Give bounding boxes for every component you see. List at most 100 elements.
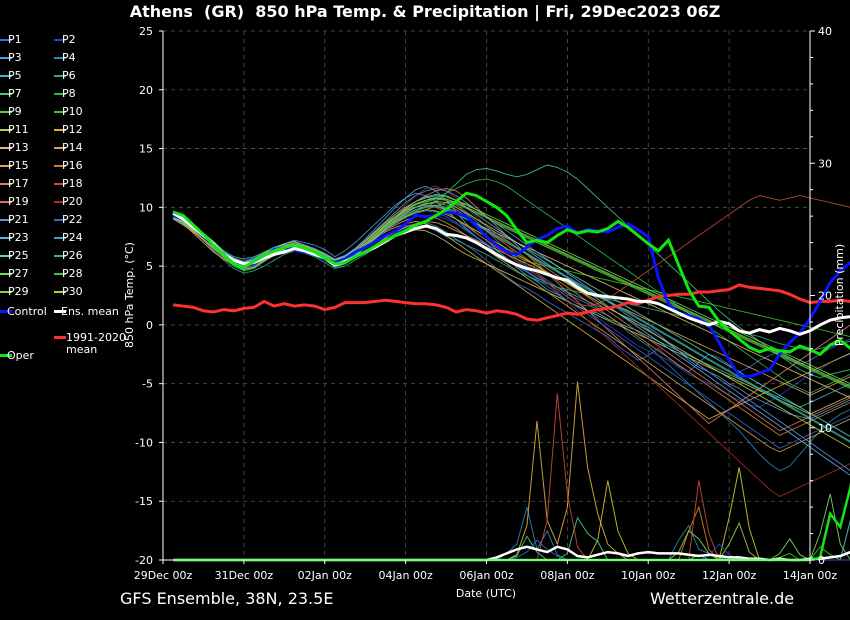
y-tick-label: 0 — [146, 319, 153, 332]
legend-swatch — [0, 75, 12, 77]
y2-tick-label: 40 — [818, 25, 832, 38]
axes: 25 20 15 10 5 0 -5 -10 -15 -20 40 30 20 10 0 29Dec 00z 3… — [134, 25, 838, 582]
member-line-p9 — [172, 201, 850, 389]
legend-label: P10 — [62, 105, 83, 118]
legend-swatch — [0, 111, 12, 113]
ensemble-mean-line — [172, 211, 850, 336]
legend-swatch — [54, 111, 66, 113]
legend-swatch — [0, 291, 12, 293]
legend-label: P21 — [8, 213, 29, 226]
legend-label: P6 — [62, 69, 76, 82]
x-axis-label: Date (UTC) — [456, 587, 516, 600]
member-series — [172, 164, 850, 498]
legend-label: P15 — [8, 159, 29, 172]
legend-swatch — [54, 129, 66, 131]
member-line-p5 — [172, 185, 850, 408]
legend-label: P14 — [62, 141, 83, 154]
legend-swatch — [0, 237, 12, 239]
legend-label: P26 — [62, 249, 83, 262]
member-line-p25 — [172, 201, 850, 437]
y2-axis-label: Precipitation (mm) — [833, 244, 846, 346]
legend-swatch — [0, 310, 12, 313]
x-tick-label: 02Jan 00z — [298, 569, 352, 582]
precip-line-p30 — [173, 467, 850, 561]
legend-swatch — [0, 93, 12, 95]
legend-label: P24 — [62, 231, 83, 244]
grid — [162, 30, 811, 561]
legend-swatch — [54, 201, 66, 203]
legend-label: P5 — [8, 69, 22, 82]
y-tick-label: 10 — [139, 201, 153, 214]
legend-label: P29 — [8, 285, 29, 298]
legend-label: Ens. mean — [61, 305, 119, 318]
legend-label: P19 — [8, 195, 29, 208]
legend-label: P30 — [62, 285, 83, 298]
legend-label: P12 — [62, 123, 83, 136]
footer-site-credit: Wetterzentrale.de — [650, 589, 795, 608]
y-tick-label: 5 — [146, 260, 153, 273]
precipitation-series — [173, 381, 850, 562]
footer-model-info: GFS Ensemble, 38N, 23.5E — [120, 589, 334, 608]
legend-label: P18 — [62, 177, 83, 190]
legend-swatch — [0, 57, 12, 59]
legend-label: P8 — [62, 87, 76, 100]
legend-swatch — [0, 165, 12, 167]
legend-swatch — [0, 255, 12, 257]
legend-swatch — [54, 93, 66, 95]
legend-label: Control — [7, 305, 47, 318]
legend-swatch — [54, 291, 66, 293]
legend-label: P4 — [62, 51, 76, 64]
y-tick-label: 15 — [139, 143, 153, 156]
x-tick-label: 08Jan 00z — [540, 569, 594, 582]
chart-title: Athens (GR) 850 hPa Temp. & Precipitatio… — [129, 2, 721, 21]
y-tick-label: -10 — [135, 436, 153, 449]
legend-label: P1 — [8, 33, 22, 46]
y-tick-label: 25 — [139, 25, 153, 38]
y-tick-label: -15 — [135, 495, 153, 508]
precip-oper-line — [173, 482, 850, 562]
legend-label: P2 — [62, 33, 76, 46]
legend-swatch — [54, 57, 66, 59]
legend-swatch — [0, 39, 12, 41]
y2-tick-label: 10 — [818, 422, 832, 435]
x-tick-label: 10Jan 00z — [621, 569, 675, 582]
legend-swatch — [54, 273, 66, 275]
legend-label: 1991-2020 mean — [66, 331, 126, 356]
legend-swatch — [54, 147, 66, 149]
legend-label: P27 — [8, 267, 29, 280]
legend-label: P9 — [8, 105, 22, 118]
legend-swatch — [54, 39, 66, 41]
x-tick-label: 04Jan 00z — [379, 569, 433, 582]
x-tick-label: 12Jan 00z — [702, 569, 756, 582]
y-tick-label: -20 — [135, 554, 153, 567]
climatology-mean-line — [172, 283, 850, 322]
legend-label: P13 — [8, 141, 29, 154]
precip-line-p12 — [173, 381, 850, 561]
y-axis-label: 850 hPa Temp. (°C) — [123, 242, 136, 348]
legend-label: P28 — [62, 267, 83, 280]
x-tick-label: 14Jan 00z — [783, 569, 837, 582]
y-tick-label: 20 — [139, 84, 153, 97]
legend-swatch — [54, 75, 66, 77]
legend-label: P17 — [8, 177, 29, 190]
highlight-series — [172, 191, 850, 379]
legend-label: P22 — [62, 213, 83, 226]
legend-swatch — [54, 255, 66, 257]
legend-swatch — [54, 219, 66, 221]
legend-swatch — [54, 165, 66, 167]
member-line-p22 — [172, 210, 850, 449]
legend-label: P7 — [8, 87, 22, 100]
member-line-p24 — [172, 204, 850, 442]
legend-label: P20 — [62, 195, 83, 208]
legend-swatch — [0, 147, 12, 149]
legend-label: Oper — [7, 349, 34, 362]
y2-tick-label: 20 — [818, 290, 832, 303]
member-line-p11 — [172, 216, 850, 415]
control-line — [172, 210, 850, 379]
member-line-p21 — [172, 188, 850, 471]
legend-label: P11 — [8, 123, 29, 136]
y2-tick-label: 0 — [818, 554, 825, 567]
member-line-p10 — [172, 204, 850, 337]
member-line-p29 — [172, 197, 850, 387]
